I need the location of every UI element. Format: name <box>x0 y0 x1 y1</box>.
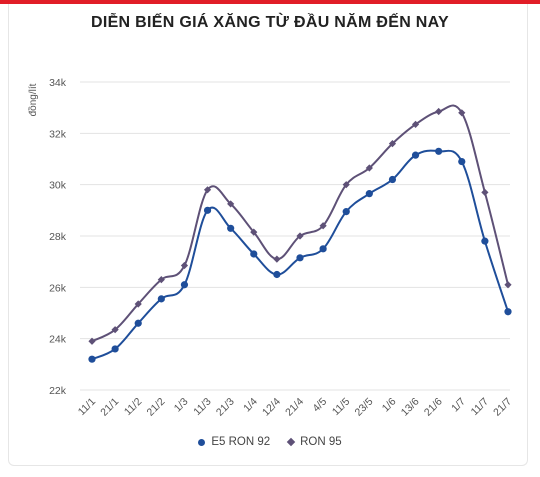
data-point-ron95 <box>88 337 96 345</box>
x-tick-label: 1/3 <box>172 396 191 415</box>
data-point-e5 <box>88 355 96 363</box>
data-point-ron95 <box>458 109 466 117</box>
chart-card <box>8 4 528 466</box>
y-tick-label: 30k <box>49 180 67 192</box>
x-tick-label: 11/3 <box>191 396 213 418</box>
y-tick-label: 32k <box>49 128 67 140</box>
data-point-ron95 <box>250 228 258 236</box>
data-point-e5 <box>481 237 489 245</box>
x-tick-label: 21/1 <box>98 396 121 419</box>
data-point-ron95 <box>296 232 304 240</box>
data-point-e5 <box>435 147 443 155</box>
grid-lines <box>80 81 510 391</box>
x-tick-label: 11/2 <box>122 396 144 418</box>
top-accent-bar <box>0 0 540 4</box>
legend: E5 RON 92 RON 95 <box>0 436 540 448</box>
x-tick-label: 21/4 <box>283 396 306 419</box>
x-tick-label: 12/4 <box>260 396 283 419</box>
data-point-e5 <box>273 270 281 279</box>
data-point-e5 <box>388 175 397 184</box>
x-tick-label: 11/7 <box>469 396 491 418</box>
x-tick-label: 1/7 <box>449 396 468 415</box>
legend-label-e5: E5 RON 92 <box>211 436 271 448</box>
x-tick-label: 21/7 <box>491 396 514 419</box>
data-point-ron95 <box>111 326 119 334</box>
x-tick-label: 21/6 <box>422 396 445 419</box>
chart-title: DIỄN BIẾN GIÁ XĂNG TỪ ĐẦU NĂM ĐẾN NAY <box>90 14 450 31</box>
data-point-e5 <box>227 224 235 232</box>
data-point-e5 <box>411 151 420 159</box>
y-axis-label: đồng/lít <box>27 83 39 116</box>
data-point-e5 <box>250 250 258 258</box>
y-tick-label: 28k <box>49 231 67 243</box>
legend-marker-ron95 <box>286 437 296 447</box>
data-point-ron95 <box>435 107 443 116</box>
data-point-e5 <box>111 345 119 353</box>
x-tick-label: 23/5 <box>353 396 376 419</box>
y-tick-label: 24k <box>49 334 67 346</box>
data-point-ron95 <box>342 181 350 189</box>
x-tick-label: 21/3 <box>214 396 237 419</box>
data-point-e5 <box>319 245 327 253</box>
data-point-ron95 <box>411 120 420 128</box>
legend-item-ron95[interactable]: RON 95 <box>286 436 342 448</box>
data-point-e5 <box>504 308 512 316</box>
data-point-ron95 <box>203 186 212 194</box>
data-point-ron95 <box>504 281 512 289</box>
x-tick-label: 4/5 <box>310 396 329 415</box>
series-group <box>88 104 512 363</box>
data-point-ron95 <box>319 222 327 230</box>
x-tick-label: 21/2 <box>145 396 168 419</box>
data-point-e5 <box>134 319 142 327</box>
y-tick-labels: 22k 24k 26k 28k 30k 32k 34k <box>49 77 67 397</box>
x-tick-label: 1/4 <box>241 396 260 415</box>
x-tick-labels: 11/1 21/1 11/2 21/2 1/3 11/3 21/3 1/4 12/4 21/4 4/… <box>76 396 515 419</box>
data-point-ron95 <box>273 255 281 263</box>
data-point-e5 <box>157 295 165 303</box>
series-e5 <box>88 147 512 363</box>
y-tick-label: 34k <box>49 77 67 89</box>
data-point-ron95 <box>227 200 235 208</box>
legend-label-ron95: RON 95 <box>300 436 342 448</box>
x-tick-label: 11/5 <box>330 396 352 418</box>
data-point-e5 <box>365 190 373 198</box>
data-point-ron95 <box>365 164 373 172</box>
data-point-ron95 <box>481 188 489 196</box>
data-point-e5 <box>458 157 466 166</box>
y-tick-label: 26k <box>49 282 67 294</box>
legend-item-e5[interactable]: E5 RON 92 <box>198 436 270 448</box>
data-point-ron95 <box>388 140 397 148</box>
series-ron95 <box>88 104 512 345</box>
x-tick-label: 13/6 <box>399 396 422 419</box>
legend-marker-e5 <box>198 438 206 446</box>
data-point-ron95 <box>157 276 165 284</box>
data-point-e5 <box>203 206 212 214</box>
x-tick-label: 11/1 <box>76 396 98 418</box>
data-point-e5 <box>296 254 304 262</box>
y-tick-label: 22k <box>49 385 67 397</box>
x-tick-label: 1/6 <box>380 396 399 415</box>
data-point-ron95 <box>180 261 189 270</box>
data-point-ron95 <box>134 300 142 308</box>
data-point-e5 <box>180 281 189 289</box>
data-point-e5 <box>342 208 350 216</box>
